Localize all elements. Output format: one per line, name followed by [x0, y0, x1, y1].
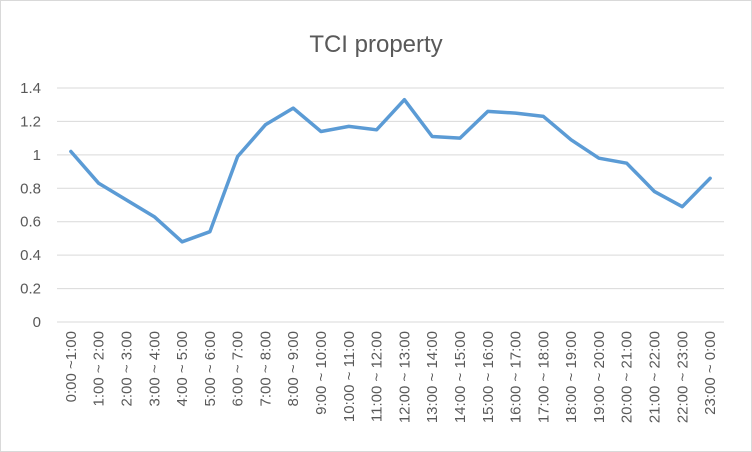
- x-tick-label: 4:00 ~ 5:00: [174, 331, 191, 406]
- x-tick-label: 20:00 ~ 21:00: [619, 331, 636, 423]
- x-tick-label: 18:00 ~ 19:00: [563, 331, 580, 423]
- x-axis-ticks: 0:00 ~1:00 1:00 ~ 2:00 2:00 ~ 3:00 3:00 ~ 4…: [63, 331, 719, 423]
- x-tick-label: 19:00 ~ 20:00: [591, 331, 608, 423]
- y-tick-label: 0.4: [20, 247, 41, 264]
- series-line: [69, 97, 712, 244]
- x-tick-label: 10:00 ~ 11:00: [341, 331, 358, 422]
- y-tick-label: 0.6: [20, 214, 41, 231]
- x-tick-label: 15:00 ~ 16:00: [480, 331, 497, 423]
- y-tick-label: 1: [33, 147, 41, 164]
- y-tick-label: 1.4: [20, 80, 41, 97]
- x-tick-label: 11:00 ~ 12:00: [369, 331, 386, 422]
- x-tick-label: 2:00 ~ 3:00: [118, 331, 135, 406]
- x-tick-label: 0:00 ~1:00: [63, 331, 80, 402]
- x-tick-label: 17:00 ~ 18:00: [535, 331, 552, 423]
- chart-title: TCI property: [309, 31, 442, 58]
- y-tick-label: 0.2: [20, 281, 41, 298]
- gridlines: [57, 87, 724, 323]
- x-tick-label: 3:00 ~ 4:00: [146, 331, 163, 406]
- y-tick-label: 0.8: [20, 180, 41, 197]
- x-tick-label: 9:00 ~ 10:00: [313, 331, 330, 415]
- x-tick-label: 12:00 ~ 13:00: [396, 331, 413, 423]
- x-tick-label: 13:00 ~ 14:00: [424, 331, 441, 423]
- y-tick-label: 0: [33, 314, 41, 331]
- x-tick-label: 21:00 ~ 22:00: [647, 331, 664, 423]
- x-tick-label: 22:00 ~ 23:00: [674, 331, 691, 423]
- x-tick-label: 14:00 ~ 15:00: [452, 331, 469, 423]
- x-tick-label: 6:00 ~ 7:00: [230, 331, 247, 406]
- x-tick-label: 16:00 ~ 17:00: [508, 331, 525, 423]
- x-tick-label: 1:00 ~ 2:00: [91, 331, 108, 406]
- x-tick-label: 7:00 ~ 8:00: [257, 331, 274, 406]
- y-axis-ticks: 0 0.2 0.4 0.6 0.8 1 1.2 1.4: [20, 80, 41, 331]
- y-tick-label: 1.2: [20, 113, 41, 130]
- x-tick-label: 8:00 ~ 9:00: [285, 331, 302, 406]
- x-tick-label: 23:00 ~ 0:00: [702, 331, 719, 415]
- x-tick-label: 5:00 ~ 6:00: [202, 331, 219, 406]
- series-group: [69, 97, 712, 244]
